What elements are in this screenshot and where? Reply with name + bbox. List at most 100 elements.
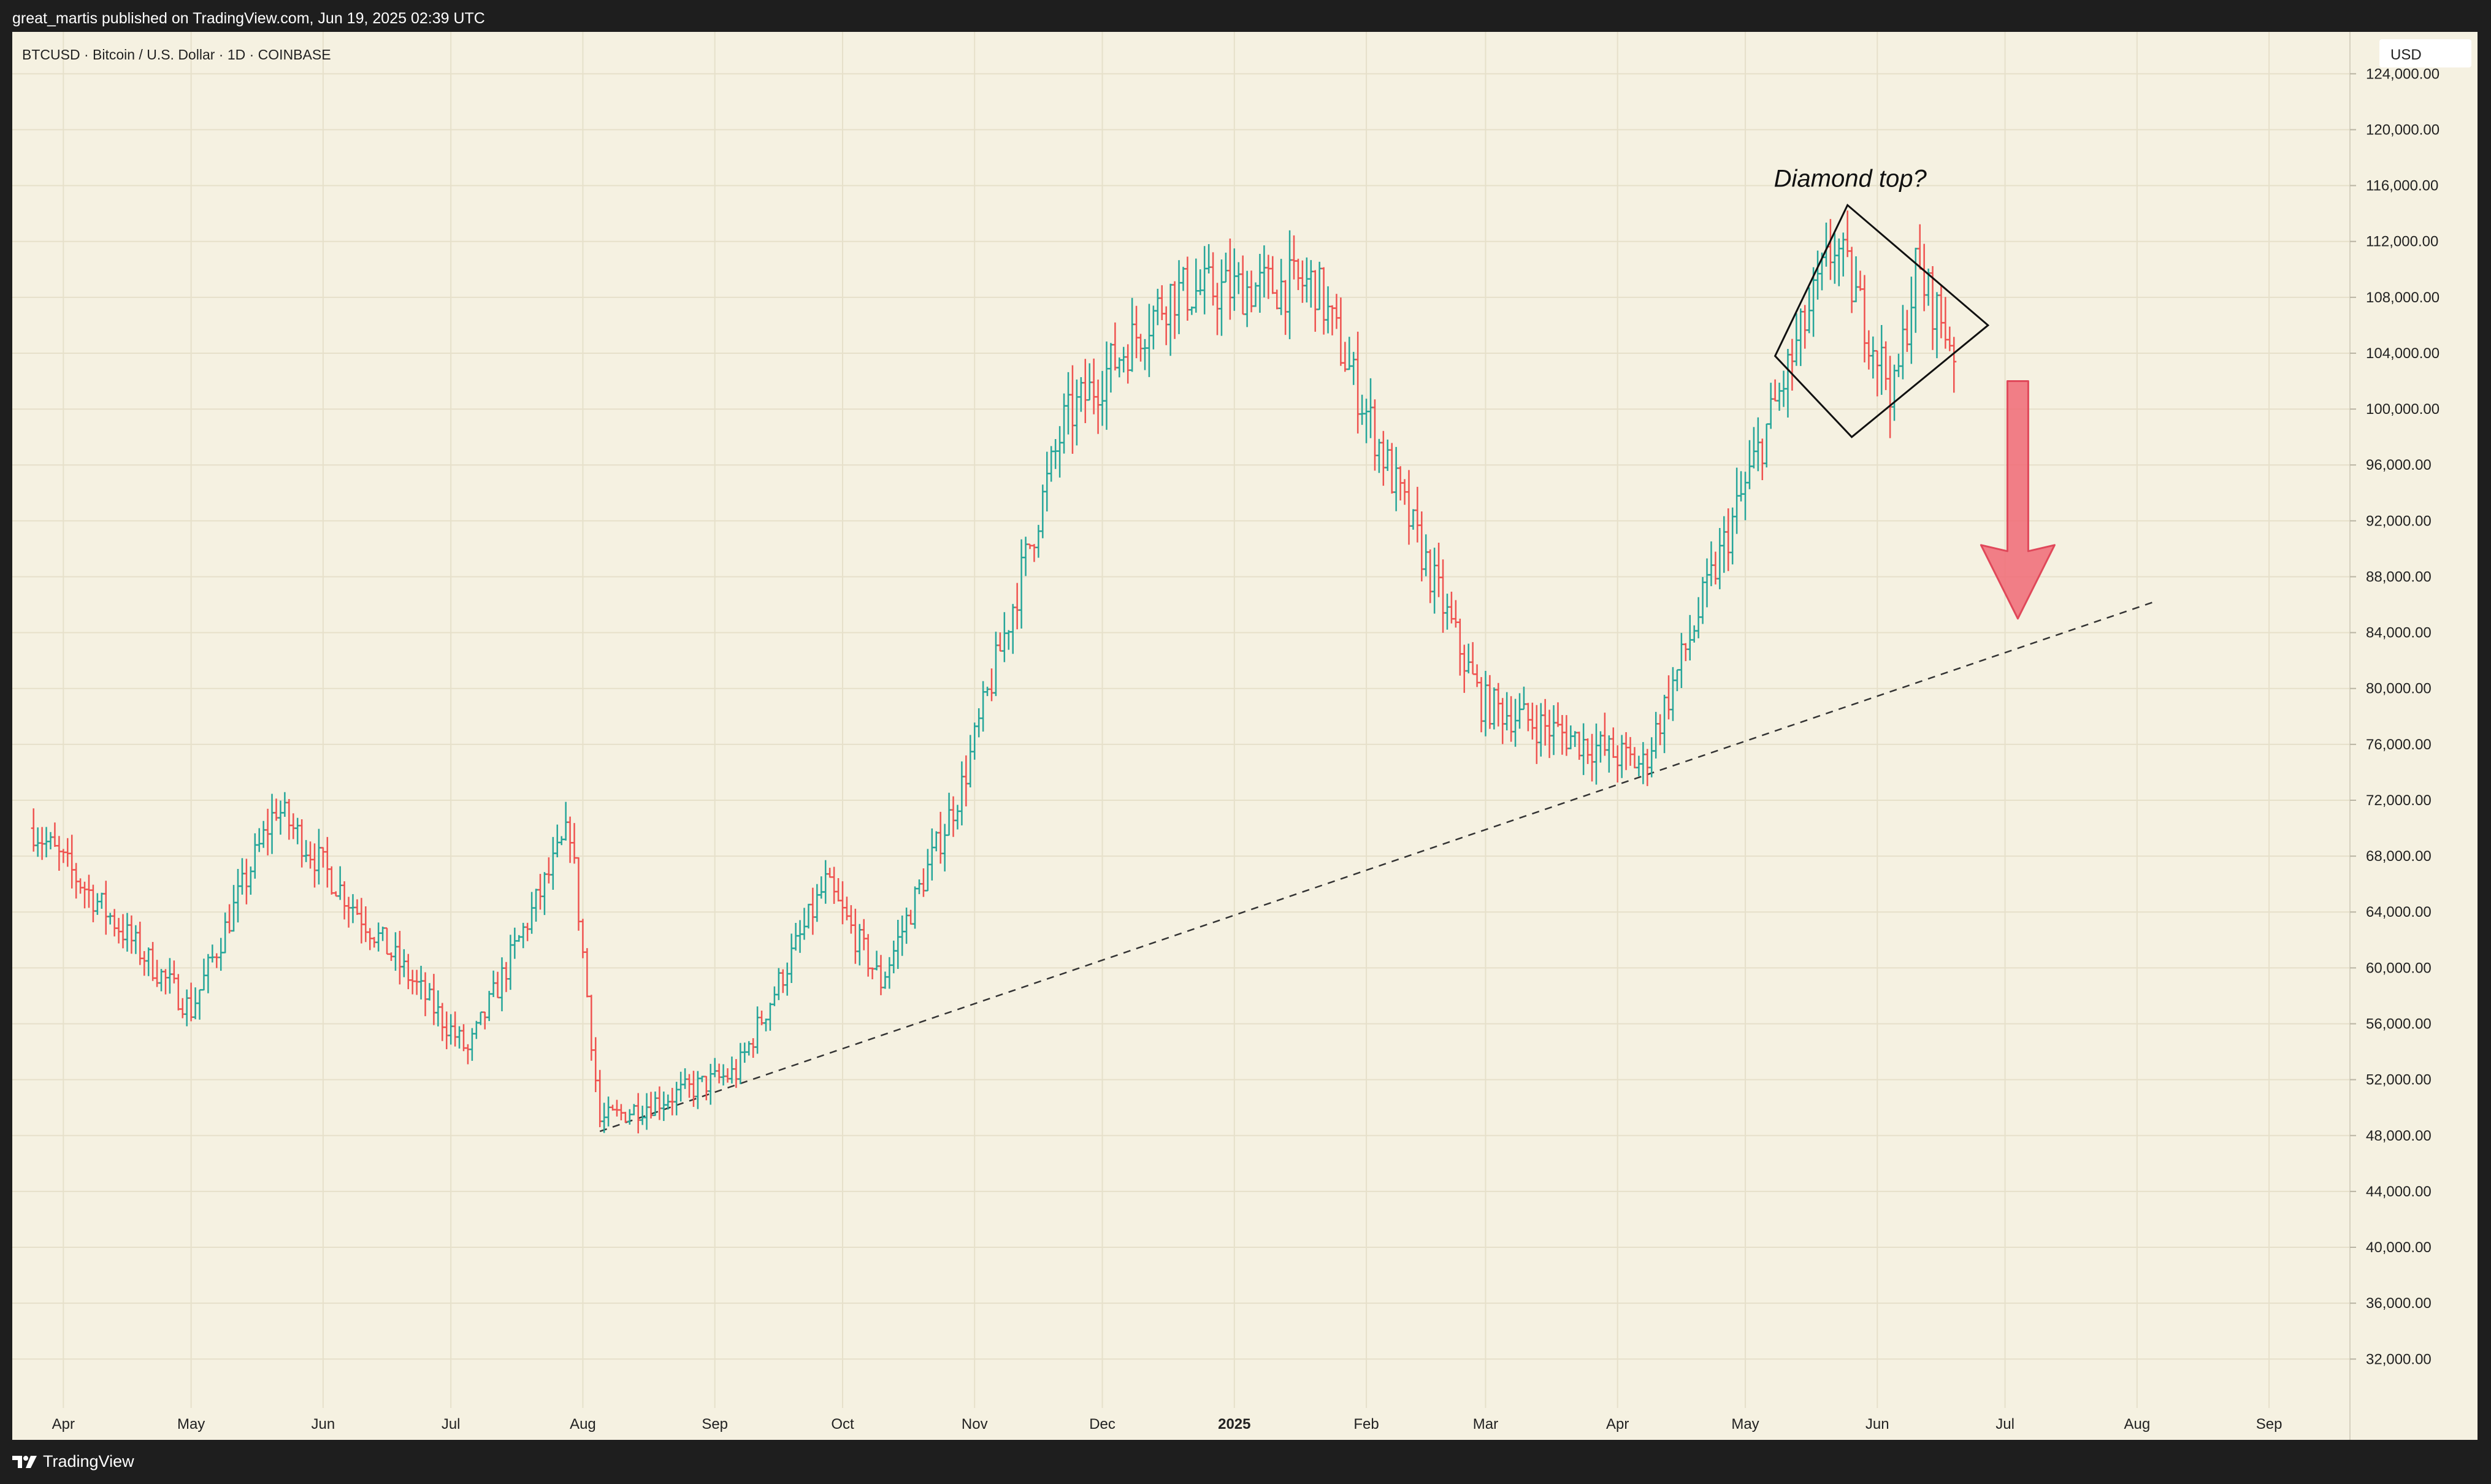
- candle: [1304, 257, 1309, 303]
- candle: [350, 894, 356, 924]
- time-tick-label: Jun: [312, 1416, 335, 1432]
- candle: [1525, 703, 1531, 732]
- candle: [1108, 343, 1114, 393]
- candle: [1743, 472, 1748, 521]
- candle: [823, 860, 828, 904]
- candle: [1198, 269, 1203, 296]
- candle: [972, 722, 978, 760]
- candle: [482, 1011, 488, 1030]
- candle: [1517, 693, 1523, 729]
- candles: [31, 210, 1957, 1134]
- time-tick-label: Dec: [1089, 1416, 1115, 1432]
- candle: [414, 970, 419, 995]
- candle: [1193, 258, 1199, 313]
- candle: [1640, 742, 1646, 784]
- price-axis: 124,000.00 120,000.00 116,000.00 112,000.00…: [2350, 66, 2439, 1367]
- candle: [133, 925, 139, 954]
- candle: [1892, 364, 1897, 421]
- candle: [231, 885, 237, 932]
- candle: [235, 869, 241, 923]
- candle: [1691, 625, 1697, 643]
- candle: [392, 932, 398, 971]
- tradingview-brand[interactable]: TradingView: [12, 1452, 134, 1471]
- candle: [1610, 727, 1616, 758]
- candle: [844, 897, 849, 920]
- candle: [861, 919, 867, 950]
- candle: [1402, 479, 1407, 505]
- candle: [1649, 737, 1655, 778]
- candle: [1687, 614, 1693, 660]
- candle: [1870, 336, 1876, 379]
- candle: [423, 972, 428, 1017]
- candle: [1921, 243, 1927, 312]
- candle: [602, 1103, 607, 1133]
- candle: [1014, 583, 1020, 630]
- candle: [1934, 292, 1940, 359]
- price-tick-label: 36,000.00: [2366, 1295, 2432, 1312]
- candle: [1509, 696, 1514, 742]
- candle: [1670, 667, 1675, 721]
- tradingview-logo-icon: [12, 1455, 37, 1468]
- time-tick-label: May: [177, 1416, 205, 1432]
- candle: [401, 949, 407, 977]
- candle: [1244, 270, 1250, 327]
- candle: [946, 792, 952, 836]
- candle: [1444, 594, 1450, 630]
- candle: [308, 841, 313, 869]
- candle: [1815, 250, 1821, 300]
- candle: [491, 970, 496, 997]
- candle: [1798, 308, 1804, 366]
- candle: [495, 971, 500, 999]
- candle: [1215, 283, 1220, 335]
- price-chart[interactable]: 124,000.00 120,000.00 116,000.00 112,000.00…: [12, 32, 2478, 1440]
- price-tick-label: 64,000.00: [2366, 904, 2432, 920]
- candle: [99, 892, 104, 909]
- candle: [695, 1071, 700, 1109]
- candle: [48, 832, 53, 850]
- candle: [712, 1058, 717, 1077]
- candle: [819, 876, 824, 899]
- candle: [1142, 338, 1147, 370]
- candle: [1704, 558, 1710, 608]
- candle: [1095, 379, 1101, 434]
- candle: [1121, 346, 1127, 373]
- candle: [1270, 256, 1276, 294]
- candle: [112, 909, 117, 937]
- price-tick-label: 44,000.00: [2366, 1184, 2432, 1200]
- candle: [1896, 353, 1901, 377]
- candle: [1487, 675, 1493, 729]
- candle: [1619, 735, 1624, 778]
- candle: [39, 827, 45, 860]
- candle: [1504, 692, 1510, 731]
- candle: [107, 912, 113, 925]
- candle: [124, 912, 130, 952]
- price-tick-label: 108,000.00: [2366, 289, 2439, 306]
- candle: [559, 836, 564, 846]
- candle: [1372, 399, 1377, 471]
- candle: [184, 989, 189, 1027]
- candle: [1802, 305, 1808, 349]
- chart-area[interactable]: 124,000.00 120,000.00 116,000.00 112,000.00…: [12, 32, 2478, 1440]
- candle: [1410, 509, 1416, 530]
- candle: [1836, 238, 1842, 286]
- candle: [1432, 548, 1437, 614]
- candle: [631, 1104, 637, 1115]
- candle: [223, 912, 228, 954]
- candle: [584, 948, 590, 998]
- candle: [31, 808, 36, 852]
- candle: [563, 801, 568, 841]
- time-tick-label: Apr: [52, 1416, 75, 1432]
- candle: [397, 931, 402, 985]
- candle: [763, 1018, 769, 1031]
- candle: [1074, 379, 1079, 446]
- currency-badge[interactable]: [2379, 39, 2471, 67]
- candle: [120, 914, 126, 949]
- candle: [1274, 289, 1280, 310]
- candle: [333, 891, 339, 897]
- publish-text: great_martis published on TradingView.co…: [12, 10, 485, 27]
- candle: [933, 831, 939, 852]
- candle: [405, 954, 411, 990]
- candle: [218, 938, 224, 971]
- candle: [627, 1109, 632, 1125]
- candle: [1159, 285, 1165, 321]
